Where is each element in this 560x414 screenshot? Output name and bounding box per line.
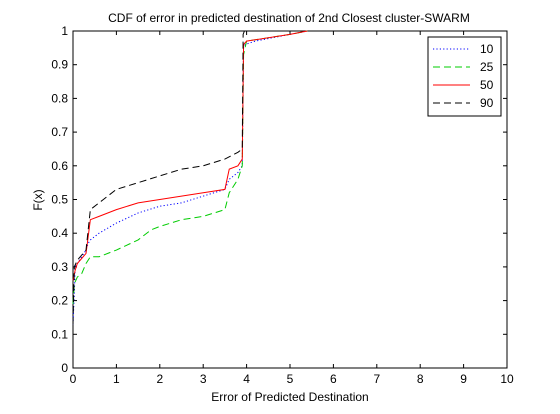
y-tick-label: 0.7 bbox=[51, 125, 68, 139]
y-tick-label: 0.6 bbox=[51, 159, 68, 173]
y-tick-label: 0.8 bbox=[51, 91, 68, 105]
y-tick-label: 0.3 bbox=[51, 260, 68, 274]
y-axis-label: F(x) bbox=[31, 189, 45, 210]
x-tick-label: 0 bbox=[70, 372, 77, 386]
y-tick-label: 1 bbox=[61, 24, 68, 38]
x-tick-label: 1 bbox=[113, 372, 120, 386]
y-tick-label: 0.1 bbox=[51, 327, 68, 341]
legend-label-90: 90 bbox=[480, 96, 494, 110]
x-tick-label: 4 bbox=[243, 372, 250, 386]
x-tick-label: 3 bbox=[200, 372, 207, 386]
x-tick-label: 5 bbox=[287, 372, 294, 386]
legend-label-10: 10 bbox=[480, 42, 494, 56]
series-group bbox=[72, 30, 308, 325]
x-tick-label: 2 bbox=[156, 372, 163, 386]
series-line-90 bbox=[72, 30, 245, 325]
legend: 10 25 50 90 bbox=[427, 36, 502, 117]
axis-ticks: 0 1 2 3 4 5 6 7 8 9 10 0 0.1 0.2 0.3 0.4 0.5 0.6 0.7 0.8 0.9… bbox=[51, 24, 514, 386]
x-axis-label: Error of Predicted Destination bbox=[211, 390, 368, 404]
series-line-50 bbox=[72, 30, 308, 281]
y-tick-label: 0.4 bbox=[51, 226, 68, 240]
x-tick-label: 10 bbox=[500, 372, 514, 386]
legend-box bbox=[427, 36, 502, 117]
series-line-25 bbox=[72, 30, 308, 305]
y-tick-label: 0.5 bbox=[51, 193, 68, 207]
legend-label-25: 25 bbox=[480, 60, 494, 74]
y-tick-label: 0.2 bbox=[51, 294, 68, 308]
y-tick-label: 0.9 bbox=[51, 58, 68, 72]
x-tick-label: 8 bbox=[417, 372, 424, 386]
x-tick-label: 7 bbox=[373, 372, 380, 386]
y-tick-label: 0 bbox=[61, 361, 68, 375]
chart-title: CDF of error in predicted destination of… bbox=[108, 11, 470, 25]
x-tick-label: 6 bbox=[330, 372, 337, 386]
x-tick-label: 9 bbox=[460, 372, 467, 386]
legend-label-50: 50 bbox=[480, 78, 494, 92]
